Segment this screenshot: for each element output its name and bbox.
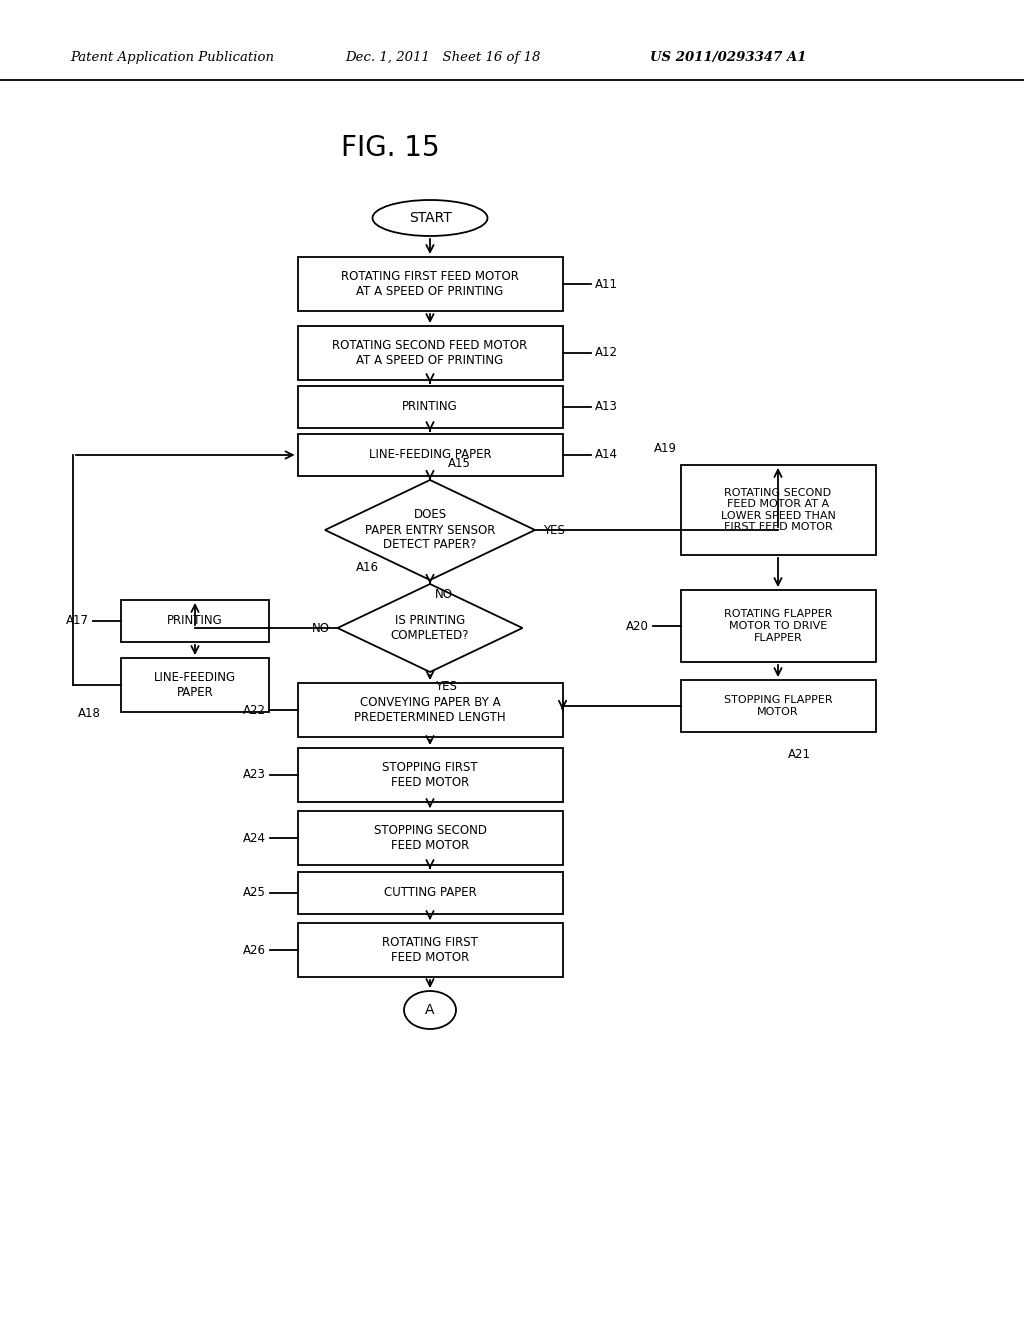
Text: A20: A20 <box>626 619 648 632</box>
Bar <box>298 682 562 737</box>
Text: US 2011/0293347 A1: US 2011/0293347 A1 <box>650 51 807 65</box>
Text: A21: A21 <box>788 748 811 762</box>
Text: ROTATING FIRST FEED MOTOR
AT A SPEED OF PRINTING: ROTATING FIRST FEED MOTOR AT A SPEED OF … <box>341 271 519 298</box>
Text: A19: A19 <box>653 442 677 455</box>
Bar <box>298 326 562 380</box>
Text: YES: YES <box>435 680 457 693</box>
Text: Dec. 1, 2011   Sheet 16 of 18: Dec. 1, 2011 Sheet 16 of 18 <box>345 51 541 65</box>
Text: ROTATING FLAPPER
MOTOR TO DRIVE
FLAPPER: ROTATING FLAPPER MOTOR TO DRIVE FLAPPER <box>724 610 833 643</box>
Text: A22: A22 <box>243 704 265 717</box>
Text: YES: YES <box>543 524 565 536</box>
Bar <box>298 434 562 477</box>
Text: A14: A14 <box>595 449 617 462</box>
Bar <box>681 590 876 663</box>
Text: LINE-FEEDING
PAPER: LINE-FEEDING PAPER <box>154 671 237 700</box>
Text: START: START <box>409 211 452 224</box>
Text: LINE-FEEDING PAPER: LINE-FEEDING PAPER <box>369 449 492 462</box>
Text: A17: A17 <box>66 615 89 627</box>
Text: DOES
PAPER ENTRY SENSOR
DETECT PAPER?: DOES PAPER ENTRY SENSOR DETECT PAPER? <box>365 508 496 552</box>
Text: A12: A12 <box>595 346 617 359</box>
Bar <box>298 873 562 913</box>
Ellipse shape <box>404 991 456 1030</box>
Text: A16: A16 <box>355 561 379 574</box>
Text: IS PRINTING
COMPLETED?: IS PRINTING COMPLETED? <box>391 614 469 642</box>
Bar <box>681 465 876 554</box>
Text: CONVEYING PAPER BY A
PREDETERMINED LENGTH: CONVEYING PAPER BY A PREDETERMINED LENGT… <box>354 696 506 723</box>
Text: CUTTING PAPER: CUTTING PAPER <box>384 887 476 899</box>
Bar <box>298 257 562 312</box>
Bar <box>298 810 562 865</box>
Bar <box>681 680 876 733</box>
Bar <box>298 923 562 977</box>
Text: STOPPING SECOND
FEED MOTOR: STOPPING SECOND FEED MOTOR <box>374 824 486 851</box>
Bar <box>121 601 269 642</box>
Text: STOPPING FIRST
FEED MOTOR: STOPPING FIRST FEED MOTOR <box>382 762 478 789</box>
Text: NO: NO <box>311 622 330 635</box>
Polygon shape <box>325 480 535 579</box>
Text: FIG. 15: FIG. 15 <box>341 135 439 162</box>
Text: Patent Application Publication: Patent Application Publication <box>70 51 274 65</box>
Text: ROTATING FIRST
FEED MOTOR: ROTATING FIRST FEED MOTOR <box>382 936 478 964</box>
Text: ROTATING SECOND
FEED MOTOR AT A
LOWER SPEED THAN
FIRST FEED MOTOR: ROTATING SECOND FEED MOTOR AT A LOWER SP… <box>721 487 836 532</box>
Bar <box>121 657 269 711</box>
Text: STOPPING FLAPPER
MOTOR: STOPPING FLAPPER MOTOR <box>724 696 833 717</box>
Bar <box>298 385 562 428</box>
Text: A18: A18 <box>78 708 101 719</box>
Text: A: A <box>425 1003 435 1016</box>
Text: PRINTING: PRINTING <box>402 400 458 413</box>
Text: A11: A11 <box>595 277 617 290</box>
Text: A26: A26 <box>243 944 265 957</box>
Text: A15: A15 <box>449 457 471 470</box>
Text: ROTATING SECOND FEED MOTOR
AT A SPEED OF PRINTING: ROTATING SECOND FEED MOTOR AT A SPEED OF… <box>333 339 527 367</box>
Text: NO: NO <box>435 587 453 601</box>
Ellipse shape <box>373 201 487 236</box>
Text: PRINTING: PRINTING <box>167 615 223 627</box>
Polygon shape <box>338 583 522 672</box>
Bar <box>298 748 562 803</box>
Text: A24: A24 <box>243 832 265 845</box>
Text: A13: A13 <box>595 400 617 413</box>
Text: A23: A23 <box>243 768 265 781</box>
Text: A25: A25 <box>243 887 265 899</box>
